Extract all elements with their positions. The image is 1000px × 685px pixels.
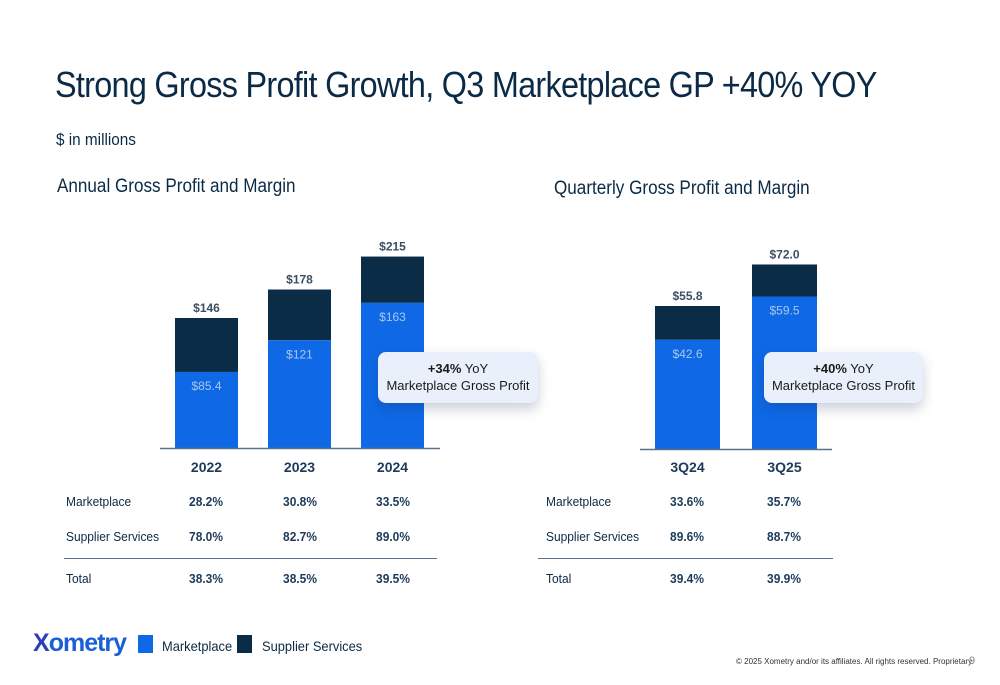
quarterly-cell: 88.7% [767,529,801,544]
legend-label-marketplace: Marketplace [162,638,233,654]
annual-cell: 33.5% [376,494,410,509]
annual-cell: 38.5% [283,571,317,586]
quarterly-cell: 35.7% [767,494,801,509]
annual-cell: 89.0% [376,529,410,544]
legend-swatch-marketplace [138,635,153,653]
annual-callout-label: Marketplace Gross Profit [386,378,530,393]
annual-callout-percent: +34% [427,361,462,376]
bar-total-label: $178 [286,273,313,287]
bar-marketplace [655,339,720,449]
quarterly-callout-percent: +40% [813,361,847,376]
annual-row-label: Supplier Services [66,529,160,544]
quarterly-callout-yoy: YoY [846,361,874,376]
logo-x-mark: X [33,629,50,657]
annual-chart-title: Annual Gross Profit and Margin [57,176,296,197]
quarterly-yoy-callout: +40% YoY Marketplace Gross Profit [764,352,923,403]
bar-total-label: $55.8 [672,289,702,303]
annual-cell: 39.5% [376,571,410,586]
x-tick-label: 3Q24 [670,459,704,475]
bar-total-label: $72.0 [769,247,799,261]
annual-cell: 38.3% [189,571,223,586]
x-tick-label: 2024 [377,459,408,475]
annual-row-label: Marketplace [66,494,132,509]
legend-label-supplier-services: Supplier Services [262,638,363,654]
bar-supplier-services [268,289,331,341]
page-number: 9 [969,655,976,667]
bar-marketplace [175,371,238,448]
quarterly-cell: 89.6% [670,529,704,544]
bar-marketplace-label: $42.6 [672,347,702,361]
annual-cell: 28.2% [189,494,223,509]
quarterly-cell: 33.6% [670,494,704,509]
slide-title: Strong Gross Profit Growth, Q3 Marketpla… [55,64,877,105]
bar-marketplace [268,340,331,448]
bar-total-label: $146 [193,301,220,315]
units-subtitle: $ in millions [56,130,136,149]
annual-cell: 30.8% [283,494,317,509]
quarterly-chart-title: Quarterly Gross Profit and Margin [554,178,810,199]
bar-total-label: $215 [379,240,406,254]
quarterly-cell: 39.4% [670,571,704,586]
x-tick-label: 3Q25 [767,459,801,475]
logo-wordmark: ometry [48,629,127,657]
bar-marketplace-label: $121 [286,347,313,361]
x-tick-label: 2022 [191,459,222,475]
annual-row-label: Total [66,571,92,586]
annual-yoy-callout: +34% YoY Marketplace Gross Profit [378,352,538,403]
annual-cell: 82.7% [283,529,317,544]
quarterly-row-label: Supplier Services [546,529,640,544]
quarterly-cell: 39.9% [767,571,801,586]
quarterly-row-label: Total [546,571,572,586]
quarterly-callout-label: Marketplace Gross Profit [771,378,916,393]
bar-supplier-services [175,318,238,372]
bar-supplier-services [361,256,424,303]
xometry-logo: Xometry [33,629,127,658]
legend-swatch-supplier-services [237,635,252,653]
annual-table-divider [64,558,437,559]
bar-marketplace-label: $59.5 [769,304,799,318]
bar-marketplace-label: $85.4 [191,379,221,393]
quarterly-row-label: Marketplace [546,494,612,509]
copyright-footer: © 2025 Xometry and/or its affiliates. Al… [736,657,974,666]
bar-marketplace-label: $163 [379,310,406,324]
bar-supplier-services [655,306,720,340]
annual-cell: 78.0% [189,529,223,544]
annual-callout-yoy: YoY [461,361,489,376]
x-tick-label: 2023 [284,459,315,475]
quarterly-table-divider [538,558,833,559]
bar-supplier-services [752,264,817,297]
